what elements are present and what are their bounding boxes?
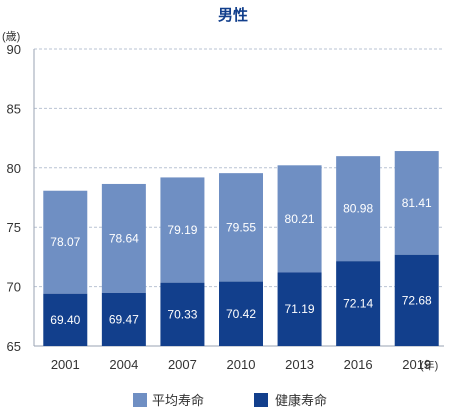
bar-average-lifespan-2010	[219, 173, 263, 282]
y-tick-label-75: 75	[7, 220, 21, 235]
y-tick-label-80: 80	[7, 161, 21, 176]
value-label-healthy-lifespan-2007: 70.33	[167, 307, 197, 321]
bar-average-lifespan-2013	[277, 165, 322, 273]
y-tick-label-70: 70	[7, 280, 21, 295]
value-label-average-lifespan-2004: 78.64	[109, 231, 139, 245]
y-tick-label-90: 90	[7, 42, 21, 57]
x-tick-label-2010: 2010	[227, 357, 256, 372]
x-axis-ticks: 2001 2004 2007 2010 2013 2016 2019	[51, 357, 431, 372]
x-tick-label-2019: 2019	[402, 357, 431, 372]
value-label-average-lifespan-2013: 80.21	[285, 212, 315, 226]
legend-label-average-lifespan: 平均寿命	[152, 393, 204, 408]
y-axis-unit-label: (歳)	[2, 30, 20, 43]
bar-healthy-lifespan-2001	[43, 293, 88, 346]
value-label-healthy-lifespan-2019: 72.68	[402, 293, 432, 307]
bar-healthy-lifespan-2004	[101, 292, 146, 346]
x-tick-label-2004: 2004	[109, 357, 138, 372]
value-label-average-lifespan-2010: 79.55	[226, 220, 256, 234]
x-axis-unit-label: (年)	[420, 358, 438, 372]
value-label-healthy-lifespan-2016: 72.14	[343, 297, 373, 311]
bars: 78.07 69.40 78.64 69.47 79.19 70.33 79.55 70.42…	[43, 151, 439, 346]
bar-average-lifespan-2007	[160, 177, 205, 283]
value-label-healthy-lifespan-2010: 70.42	[226, 307, 256, 321]
bar-healthy-lifespan-2010	[219, 281, 263, 346]
y-tick-label-85: 85	[7, 101, 21, 116]
bar-average-lifespan-2019	[394, 151, 439, 255]
bar-healthy-lifespan-2013	[277, 272, 322, 346]
bar-healthy-lifespan-2007	[160, 282, 205, 346]
legend-label-healthy-lifespan: 健康寿命	[275, 393, 327, 408]
x-tick-label-2016: 2016	[344, 357, 373, 372]
x-tick-label-2007: 2007	[168, 357, 197, 372]
chart-title: 男性	[218, 6, 248, 24]
value-label-healthy-lifespan-2013: 71.19	[285, 302, 315, 316]
bar-average-lifespan-2004	[101, 183, 146, 293]
y-tick-label-65: 65	[7, 339, 21, 354]
bar-average-lifespan-2001	[43, 190, 88, 294]
legend: 平均寿命 健康寿命	[133, 393, 327, 408]
bar-healthy-lifespan-2016	[336, 261, 381, 346]
x-tick-label-2013: 2013	[285, 357, 314, 372]
value-label-healthy-lifespan-2001: 69.40	[50, 313, 80, 327]
x-tick-label-2001: 2001	[51, 357, 80, 372]
legend-swatch-average-lifespan	[133, 393, 147, 407]
value-label-average-lifespan-2001: 78.07	[50, 235, 80, 249]
legend-swatch-healthy-lifespan	[254, 393, 268, 407]
y-axis-ticks: 65 70 75 80 85 90	[7, 42, 21, 354]
bar-healthy-lifespan-2019	[394, 254, 439, 346]
bar-average-lifespan-2016	[336, 156, 381, 262]
value-label-healthy-lifespan-2004: 69.47	[109, 312, 139, 326]
value-label-average-lifespan-2016: 80.98	[343, 202, 373, 216]
value-label-average-lifespan-2019: 81.41	[402, 196, 432, 210]
value-label-average-lifespan-2007: 79.19	[167, 223, 197, 237]
